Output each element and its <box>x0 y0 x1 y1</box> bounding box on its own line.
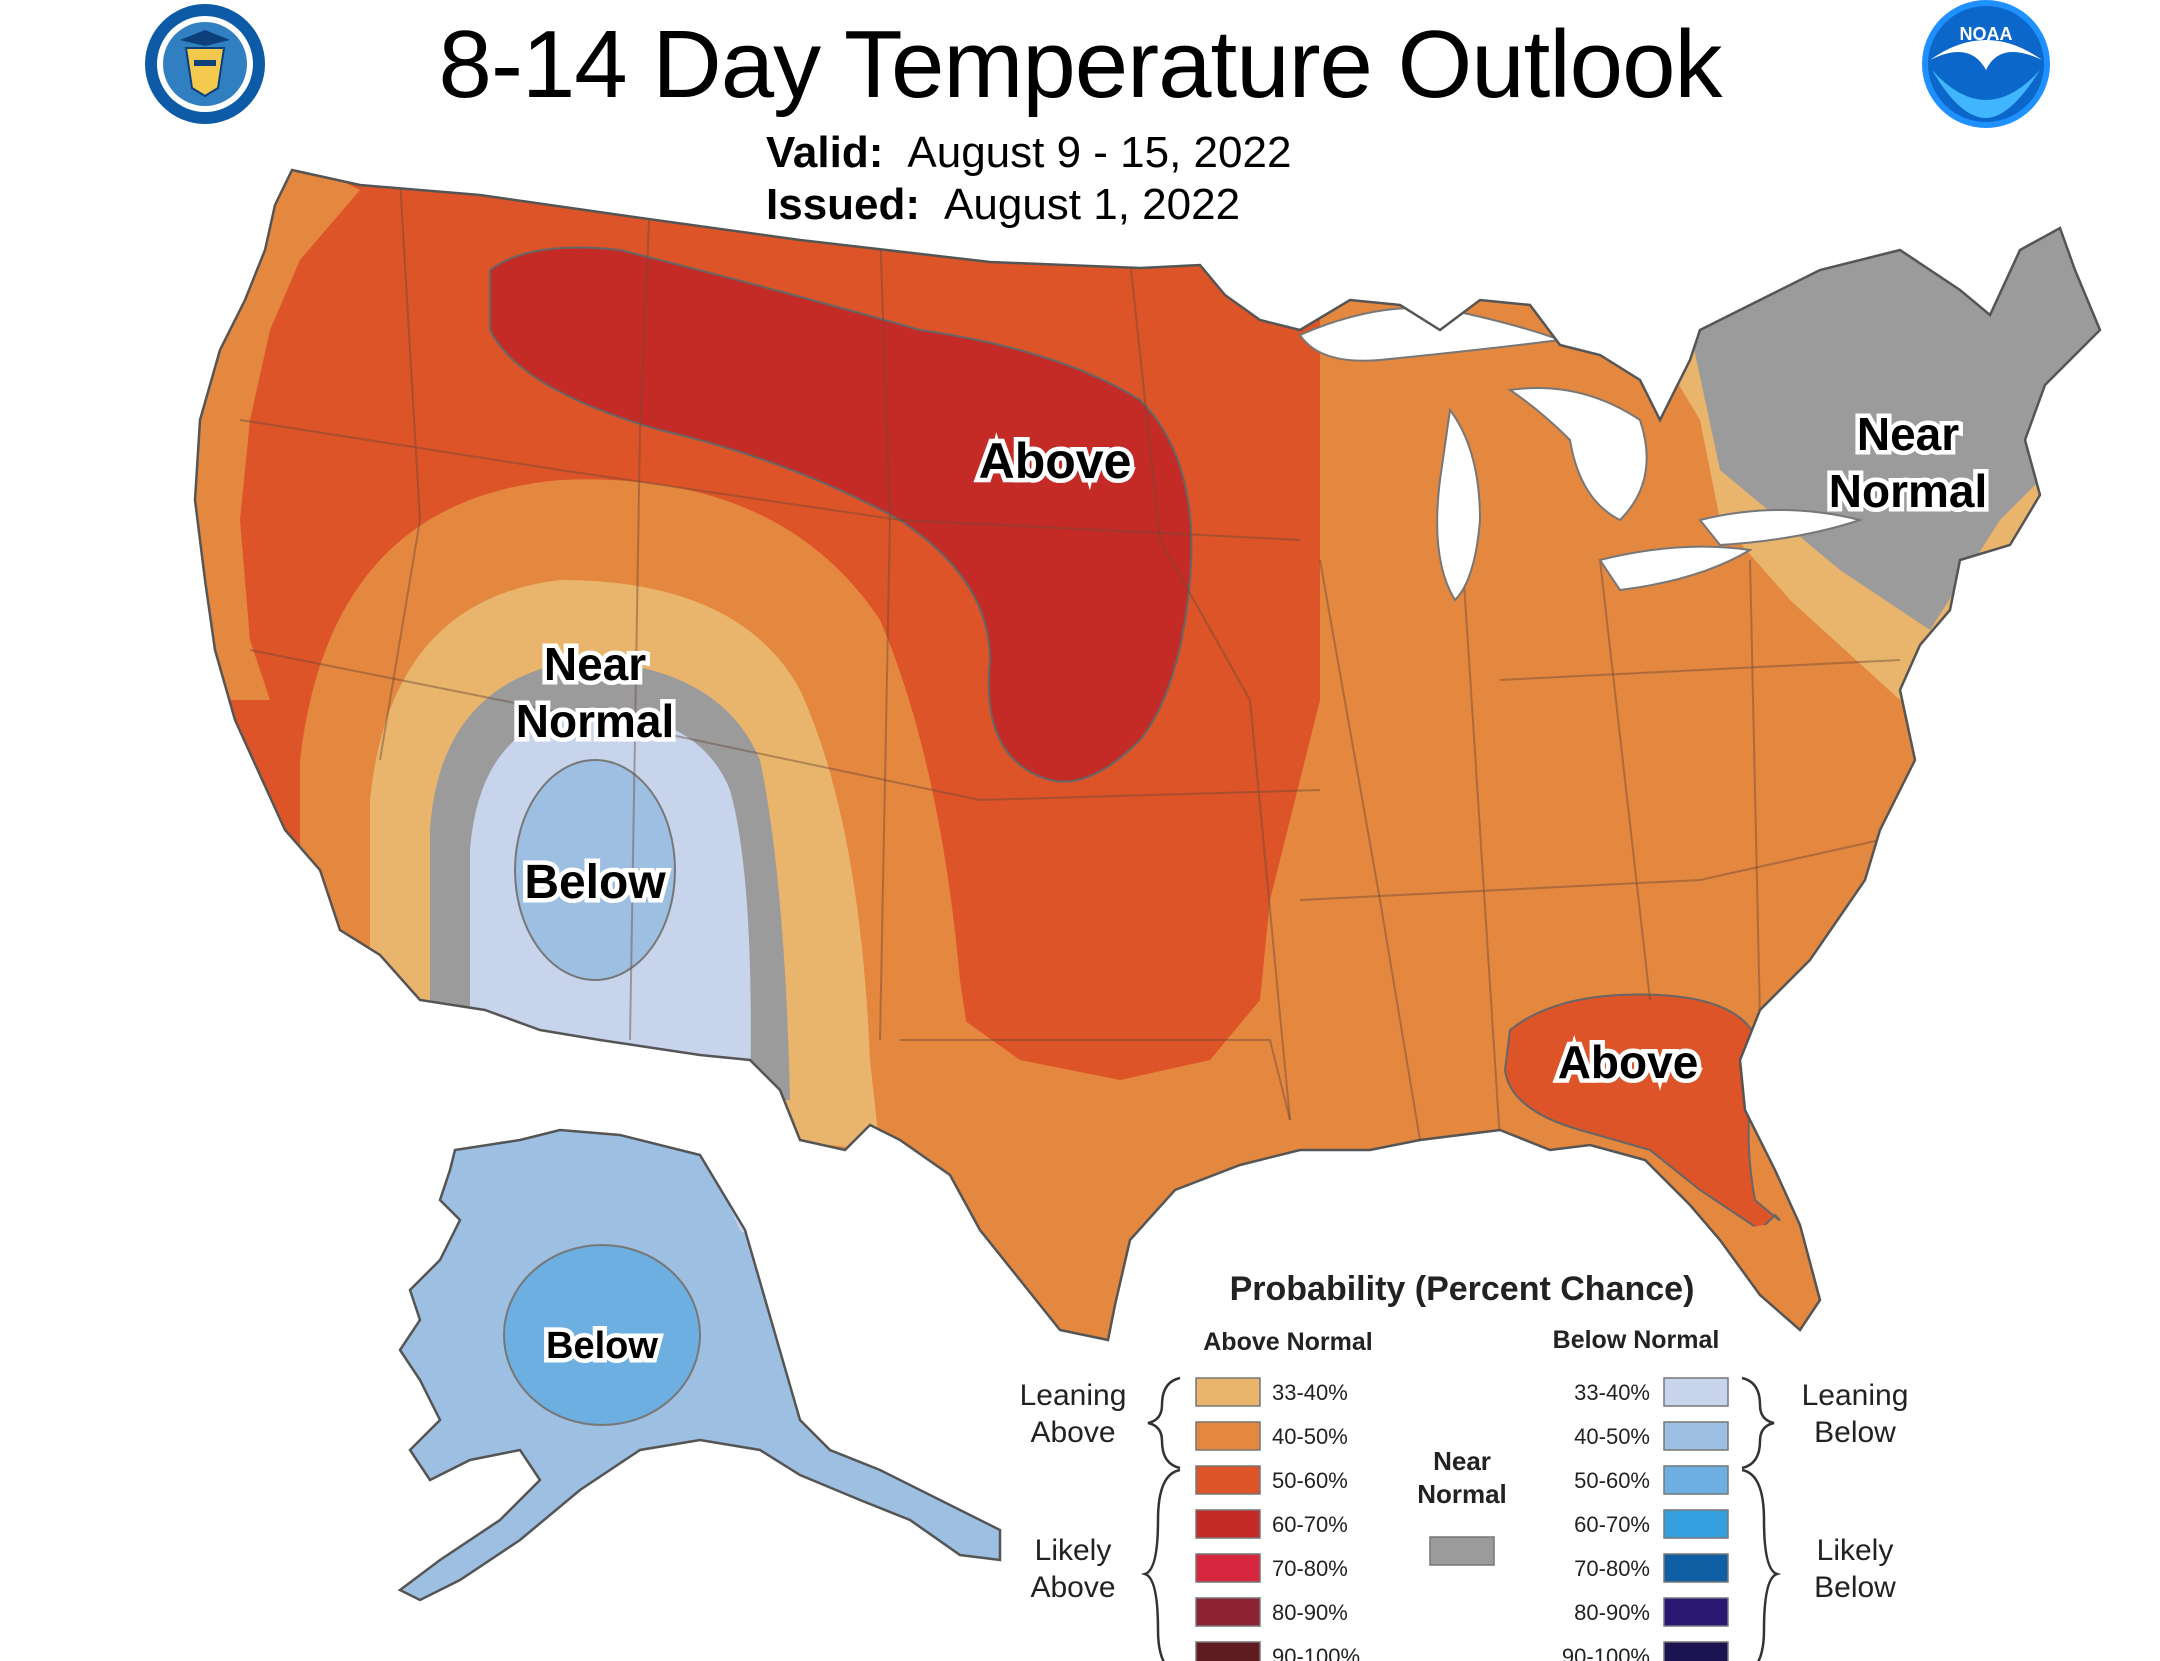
legend-leaning-below-line1: Leaning <box>1802 1379 1909 1412</box>
above-swatch-4 <box>1195 1553 1261 1583</box>
above-label-4: 70-80% <box>1272 1556 1348 1581</box>
legend-likely-above-line2: Above <box>1030 1571 1115 1604</box>
legend-braces <box>1140 1376 1782 1661</box>
alaska-map <box>397 1128 1002 1602</box>
above-swatch-0 <box>1195 1377 1261 1407</box>
above-swatch-2 <box>1195 1465 1261 1495</box>
above-label-1: 40-50% <box>1272 1424 1348 1449</box>
above-swatch-3 <box>1195 1509 1261 1539</box>
legend-leaning-below-line2: Below <box>1814 1416 1896 1449</box>
below-swatch-3 <box>1663 1509 1729 1539</box>
legend-below-header: Below Normal <box>1553 1326 1720 1354</box>
legend-near-normal-line2: Normal <box>1417 1479 1507 1509</box>
state-boundaries <box>239 179 1901 1141</box>
legend-likely-above-line1: Likely <box>1035 1534 1112 1567</box>
valid-date-line: Valid: August 9 - 15, 2022 <box>766 128 1291 178</box>
below-label-6: 90-100% <box>1562 1644 1650 1661</box>
below-swatch-2 <box>1663 1465 1729 1495</box>
label-below-southwest: Below <box>524 856 666 909</box>
likely-above-central-core <box>489 246 1193 783</box>
noaa-logo-text: NOAA <box>1960 24 2013 44</box>
below-label-1: 40-50% <box>1574 1424 1650 1449</box>
label-near-normal-southwest-line2: Normal <box>516 695 674 747</box>
above-swatch-1 <box>1195 1421 1261 1451</box>
legend-likely-below-line2: Below <box>1814 1571 1896 1604</box>
below-swatch-0 <box>1663 1377 1729 1407</box>
above-swatch-6 <box>1195 1641 1261 1661</box>
below-swatch-5 <box>1663 1597 1729 1627</box>
legend-below-swatches: 33-40% 40-50% 50-60% 60-70% 70-80% 80-90% 90-1… <box>1562 1377 1729 1661</box>
legend-title: Probability (Percent Chance) <box>1230 1270 1695 1308</box>
department-of-commerce-seal <box>145 4 265 124</box>
label-near-normal-southwest-line1: Near <box>544 638 646 690</box>
legend: Probability (Percent Chance) Above Norma… <box>1020 1270 1909 1661</box>
likely-above-southeast-region <box>1503 993 1781 1232</box>
label-below-alaska: Below <box>546 1325 658 1367</box>
valid-value: August 9 - 15, 2022 <box>907 128 1292 177</box>
florida-tip-region <box>1730 1220 1830 1335</box>
above-swatch-5 <box>1195 1597 1261 1627</box>
below-label-4: 70-80% <box>1574 1556 1650 1581</box>
below-label-2: 50-60% <box>1574 1468 1650 1493</box>
below-label-0: 33-40% <box>1574 1380 1650 1405</box>
legend-above-header: Above Normal <box>1203 1328 1372 1356</box>
valid-label: Valid: <box>766 128 884 177</box>
conus-map <box>193 168 2102 1342</box>
page-title: 8-14 Day Temperature Outlook <box>438 11 1723 118</box>
great-lakes <box>1298 306 1864 602</box>
above-label-5: 80-90% <box>1272 1600 1348 1625</box>
label-near-normal-northeast-line2: Normal <box>1829 465 1987 517</box>
noaa-logo: NOAA <box>1922 0 2050 128</box>
legend-likely-below-line1: Likely <box>1817 1534 1894 1567</box>
issued-value: August 1, 2022 <box>944 180 1241 229</box>
above-label-0: 33-40% <box>1272 1380 1348 1405</box>
below-swatch-6 <box>1663 1641 1729 1661</box>
label-above-southeast: Above <box>1558 1036 1699 1088</box>
below-label-5: 80-90% <box>1574 1600 1650 1625</box>
below-swatch-1 <box>1663 1421 1729 1451</box>
southwest-below-40-50 <box>514 759 676 981</box>
below-label-3: 60-70% <box>1574 1512 1650 1537</box>
label-above-central: Above <box>979 433 1132 489</box>
legend-near-normal-swatch <box>1429 1536 1495 1566</box>
above-label-2: 50-60% <box>1272 1468 1348 1493</box>
legend-above-swatches: 33-40% 40-50% 50-60% 60-70% 70-80% 80-90% 90-1… <box>1195 1377 1360 1661</box>
below-swatch-4 <box>1663 1553 1729 1583</box>
alaska-below-50-60 <box>503 1244 701 1426</box>
above-label-3: 60-70% <box>1272 1512 1348 1537</box>
above-label-6: 90-100% <box>1272 1644 1360 1661</box>
legend-near-normal-line1: Near <box>1433 1446 1491 1476</box>
issued-label: Issued: <box>766 180 921 229</box>
label-near-normal-northeast-line1: Near <box>1857 408 1959 460</box>
legend-leaning-above-line1: Leaning <box>1020 1379 1127 1412</box>
legend-leaning-above-line2: Above <box>1030 1416 1115 1449</box>
issued-date-line: Issued: August 1, 2022 <box>766 180 1240 230</box>
